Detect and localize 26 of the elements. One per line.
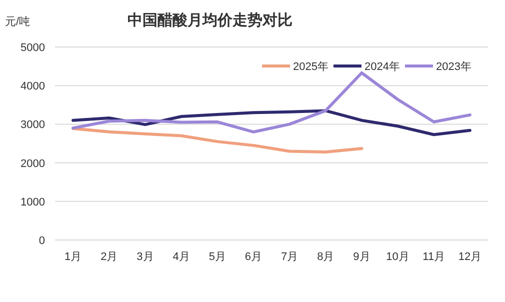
x-tick-label: 12月 [458,251,482,263]
x-tick-label: 1月 [64,251,82,263]
legend-label: 2024年 [364,61,400,73]
line-series [72,109,472,136]
x-tick-label: 9月 [353,251,370,263]
x-tick-label: 8月 [317,251,334,263]
legend-label: 2023年 [436,61,472,73]
legend-label: 2025年 [293,61,328,73]
x-tick-label: 10月 [386,251,410,263]
y-tick-label: 0 [38,235,45,247]
chart-title: 中国醋酸月均价走势对比 [128,12,292,29]
x-tick-label: 7月 [280,251,298,263]
x-tick-label: 2月 [100,251,118,263]
line-series [72,71,472,134]
x-tick-label: 3月 [136,251,154,263]
y-tick-label: 5000 [20,42,45,54]
x-tick-label: 5月 [208,251,226,263]
y-tick-label: 4000 [20,80,45,93]
y-axis-title: 元/吨 [5,15,30,28]
x-tick-label: 4月 [172,251,190,263]
line-series [72,126,364,154]
x-tick-label: 11月 [422,251,446,263]
y-tick-label: 2000 [20,158,45,170]
x-tick-label: 6月 [244,251,262,263]
y-tick-label: 3000 [20,119,45,132]
y-tick-label: 1000 [20,196,45,208]
